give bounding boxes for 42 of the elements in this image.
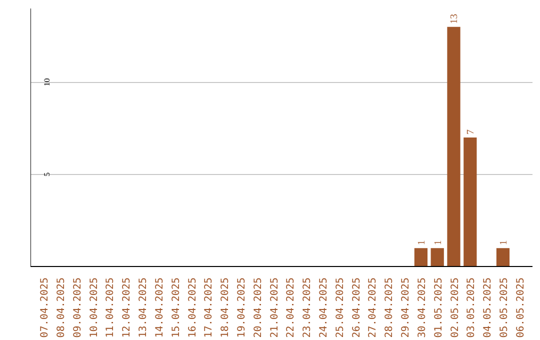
bar <box>430 248 444 266</box>
x-tick-label: 25.04.2025 <box>334 277 346 338</box>
data-label: 1 <box>498 240 510 246</box>
x-tick-label: 21.04.2025 <box>269 277 280 338</box>
y-tick-label: 10 <box>42 78 52 86</box>
x-tick-label: 28.04.2025 <box>384 277 396 338</box>
x-tick-label: 11.04.2025 <box>105 277 116 338</box>
x-tick-label: 10.04.2025 <box>88 277 100 338</box>
x-tick-label: 16.04.2025 <box>187 277 198 338</box>
x-tick-label: 24.04.2025 <box>318 277 330 338</box>
x-tick-label: 17.04.2025 <box>204 277 215 338</box>
x-tick-label: 02.05.2025 <box>450 277 461 338</box>
x-tick-label: 08.04.2025 <box>56 277 68 338</box>
bar <box>496 248 510 266</box>
x-tick-label: 23.04.2025 <box>302 277 314 338</box>
x-tick-label: 29.04.2025 <box>400 277 412 338</box>
x-tick-label: 03.05.2025 <box>466 277 478 338</box>
bar <box>447 26 460 266</box>
data-label: 1 <box>416 240 428 246</box>
x-tick-label: 30.04.2025 <box>416 277 428 338</box>
y-tick-label: 5 <box>42 172 52 176</box>
x-tick-label: 18.04.2025 <box>220 277 232 338</box>
x-tick-label: 26.04.2025 <box>351 277 362 338</box>
x-tick-label: 22.04.2025 <box>286 277 297 338</box>
x-tick-label: 01.05.2025 <box>433 277 444 338</box>
bar <box>464 138 477 266</box>
data-label: 7 <box>466 130 477 134</box>
x-tick-label: 15.04.2025 <box>170 277 182 338</box>
x-tick-label: 27.04.2025 <box>368 277 379 338</box>
x-tick-label: 14.04.2025 <box>154 277 166 338</box>
x-tick-label: 19.04.2025 <box>236 277 248 338</box>
x-tick-label: 06.05.2025 <box>515 277 526 338</box>
data-label: 13 <box>449 14 460 24</box>
x-tick-label: 12.04.2025 <box>122 277 133 338</box>
bar <box>414 248 428 266</box>
x-tick-label: 20.04.2025 <box>252 277 264 338</box>
x-tick-label: 07.04.2025 <box>40 277 51 338</box>
data-label: 1 <box>432 240 444 246</box>
x-tick-label: 09.04.2025 <box>72 277 84 338</box>
x-tick-label: 13.04.2025 <box>138 277 150 338</box>
x-tick-label: 04.05.2025 <box>482 277 494 338</box>
x-tick-label: 05.05.2025 <box>498 277 510 338</box>
